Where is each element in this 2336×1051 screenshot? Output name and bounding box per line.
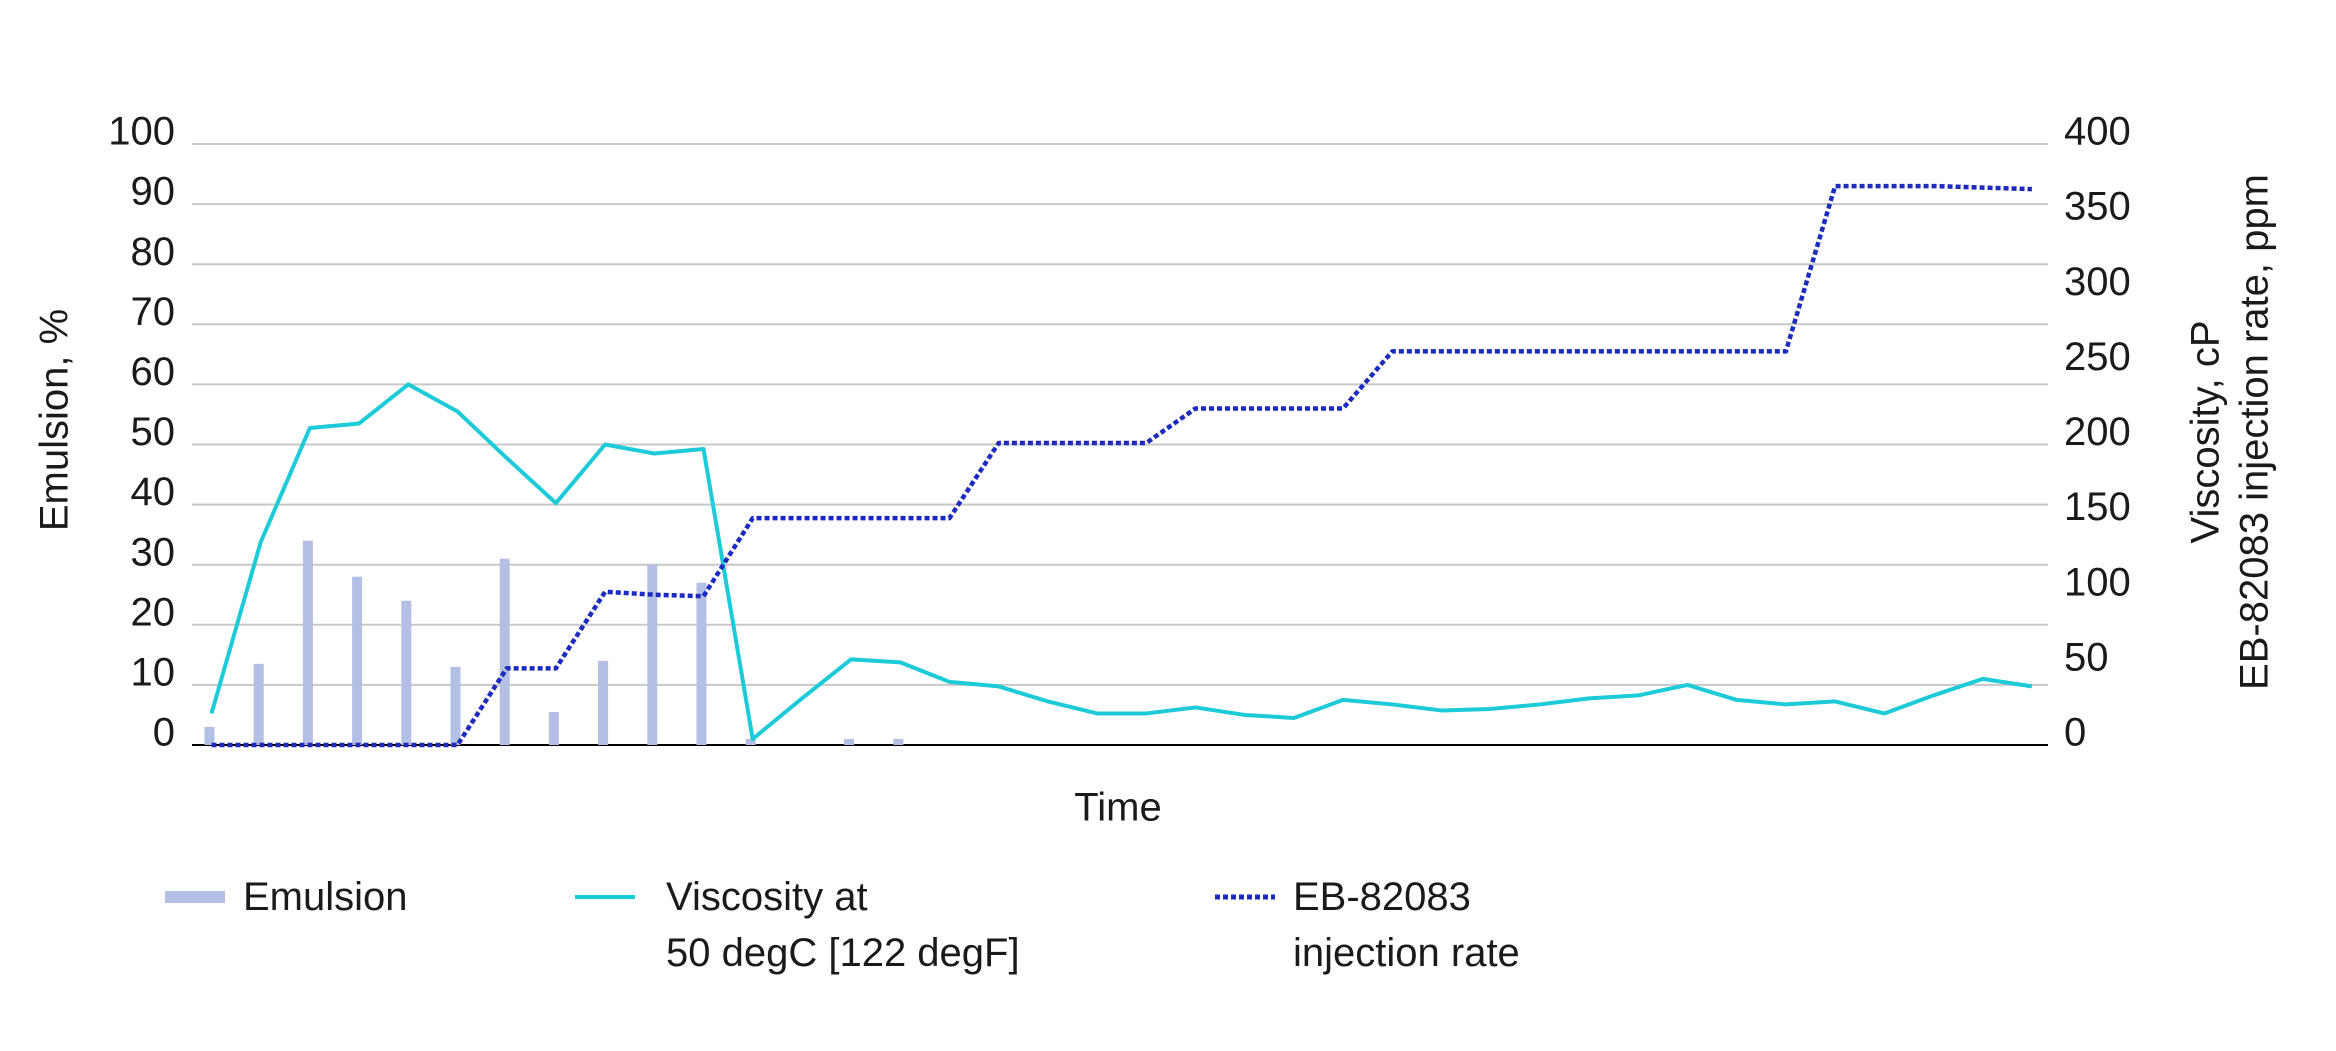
bar	[204, 726, 215, 745]
y2-tick-label: 200	[2064, 410, 2131, 454]
line	[211, 183, 2032, 748]
legend-label: Emulsion	[243, 875, 408, 919]
bar	[548, 711, 559, 745]
y-tick-label: 0	[153, 711, 175, 755]
bar	[401, 600, 412, 745]
y-axis-label: Emulsion, %	[33, 309, 77, 531]
y2-tick-label: 300	[2064, 260, 2131, 304]
y2-tick-label: 150	[2064, 485, 2131, 529]
y-tick-label: 40	[131, 470, 176, 514]
y-tick-label: 90	[131, 170, 176, 214]
legend-label: EB-82083 injection rate	[1293, 875, 1520, 975]
bar	[844, 738, 855, 745]
y-tick-label: 70	[131, 290, 176, 334]
x-axis-label: Time	[1074, 786, 1161, 830]
bar	[499, 558, 510, 745]
bar	[598, 660, 609, 745]
y2-tick-label: 50	[2064, 635, 2109, 679]
bar	[647, 564, 658, 745]
y2-tick-label: 0	[2064, 711, 2086, 755]
legend-entry: Emulsion	[243, 875, 408, 919]
bar	[745, 738, 756, 745]
y-tick-label: 60	[131, 350, 176, 394]
y-tick-label: 30	[131, 530, 176, 574]
line	[209, 382, 2033, 741]
y-tick-label: 100	[108, 110, 175, 154]
legend-entry: EB-82083 injection rate	[1293, 875, 1520, 975]
y-tick-label: 10	[131, 650, 176, 694]
y2-tick-label: 350	[2064, 185, 2131, 229]
y2-axis-label: Viscosity, cP	[2184, 320, 2228, 543]
y2-tick-label: 400	[2064, 110, 2131, 154]
bar	[302, 540, 313, 745]
bar	[450, 666, 461, 745]
y-tick-label: 80	[131, 230, 176, 274]
y-tick-label: 50	[131, 410, 176, 454]
y-tick-label: 20	[131, 590, 176, 634]
bar	[253, 663, 264, 745]
y2-axis-label: EB-82083 injection rate, ppm	[2233, 174, 2277, 690]
y2-tick-label: 250	[2064, 335, 2131, 379]
bar	[696, 582, 707, 745]
legend-label: Viscosity at 50 degC [122 degF]	[666, 875, 1020, 975]
legend-entry: Viscosity at 50 degC [122 degF]	[666, 875, 1020, 975]
bar	[893, 738, 904, 745]
bar	[352, 576, 363, 745]
y2-tick-label: 100	[2064, 560, 2131, 604]
